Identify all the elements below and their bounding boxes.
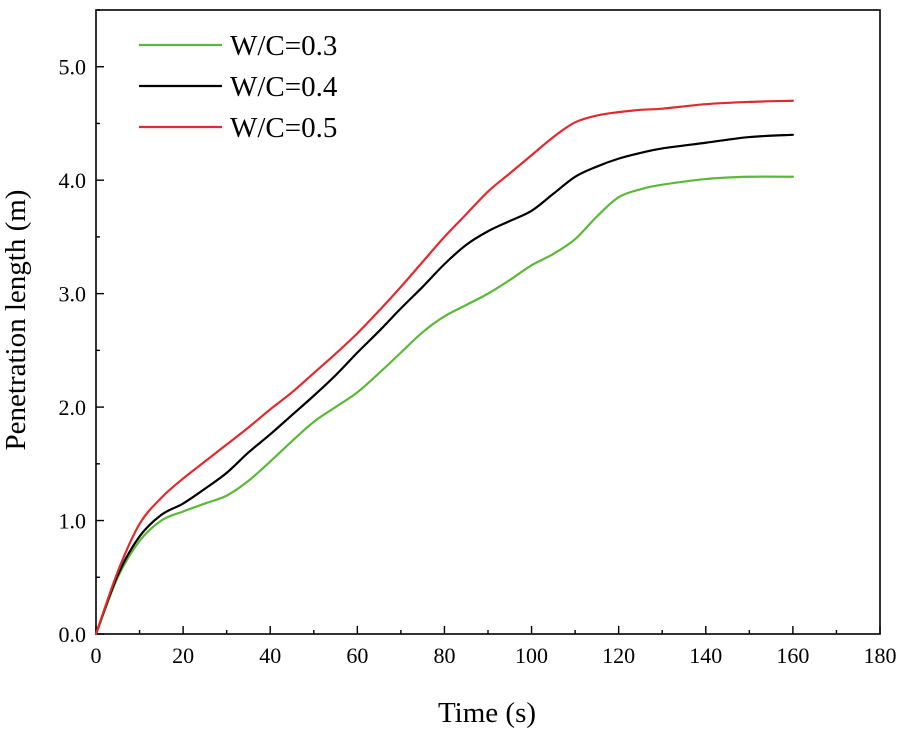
y-tick-label: 0.0 [59,622,87,647]
x-axis-title: Time (s) [438,697,536,729]
plot-border [95,9,881,635]
x-axis: 0 20 40 60 80 100 120 140 160 180 [91,626,897,668]
x-tick-label: 160 [776,643,809,668]
legend-label-1: W/C=0.3 [230,30,337,62]
y-tick-label: 1.0 [59,509,87,534]
legend: W/C=0.3 W/C=0.4 W/C=0.5 [139,30,338,144]
y-tick-label: 3.0 [59,282,87,307]
y-tick-label: 5.0 [59,55,87,80]
x-tick-label: 120 [602,643,635,668]
series-line-2 [94,133,794,636]
legend-label-3: W/C=0.5 [230,112,337,144]
x-tick-label: 40 [259,643,281,668]
x-tick-label: 180 [864,643,897,668]
x-tick-label: 0 [91,643,102,668]
x-tick-label: 140 [689,643,722,668]
series-line-3 [94,99,794,636]
y-axis-title: Penetration length (m) [0,190,32,451]
legend-label-2: W/C=0.4 [230,71,338,103]
x-tick-label: 80 [433,643,455,668]
y-tick-label: 4.0 [59,168,87,193]
x-tick-label: 60 [346,643,368,668]
x-tick-label: 20 [172,643,194,668]
x-tick-label: 100 [515,643,548,668]
plot-frame [95,9,881,635]
y-tick-label: 2.0 [59,395,87,420]
series-line-1 [94,175,794,636]
series-lines [94,99,794,636]
y-axis: 0.0 1.0 2.0 3.0 4.0 5.0 [59,9,104,647]
